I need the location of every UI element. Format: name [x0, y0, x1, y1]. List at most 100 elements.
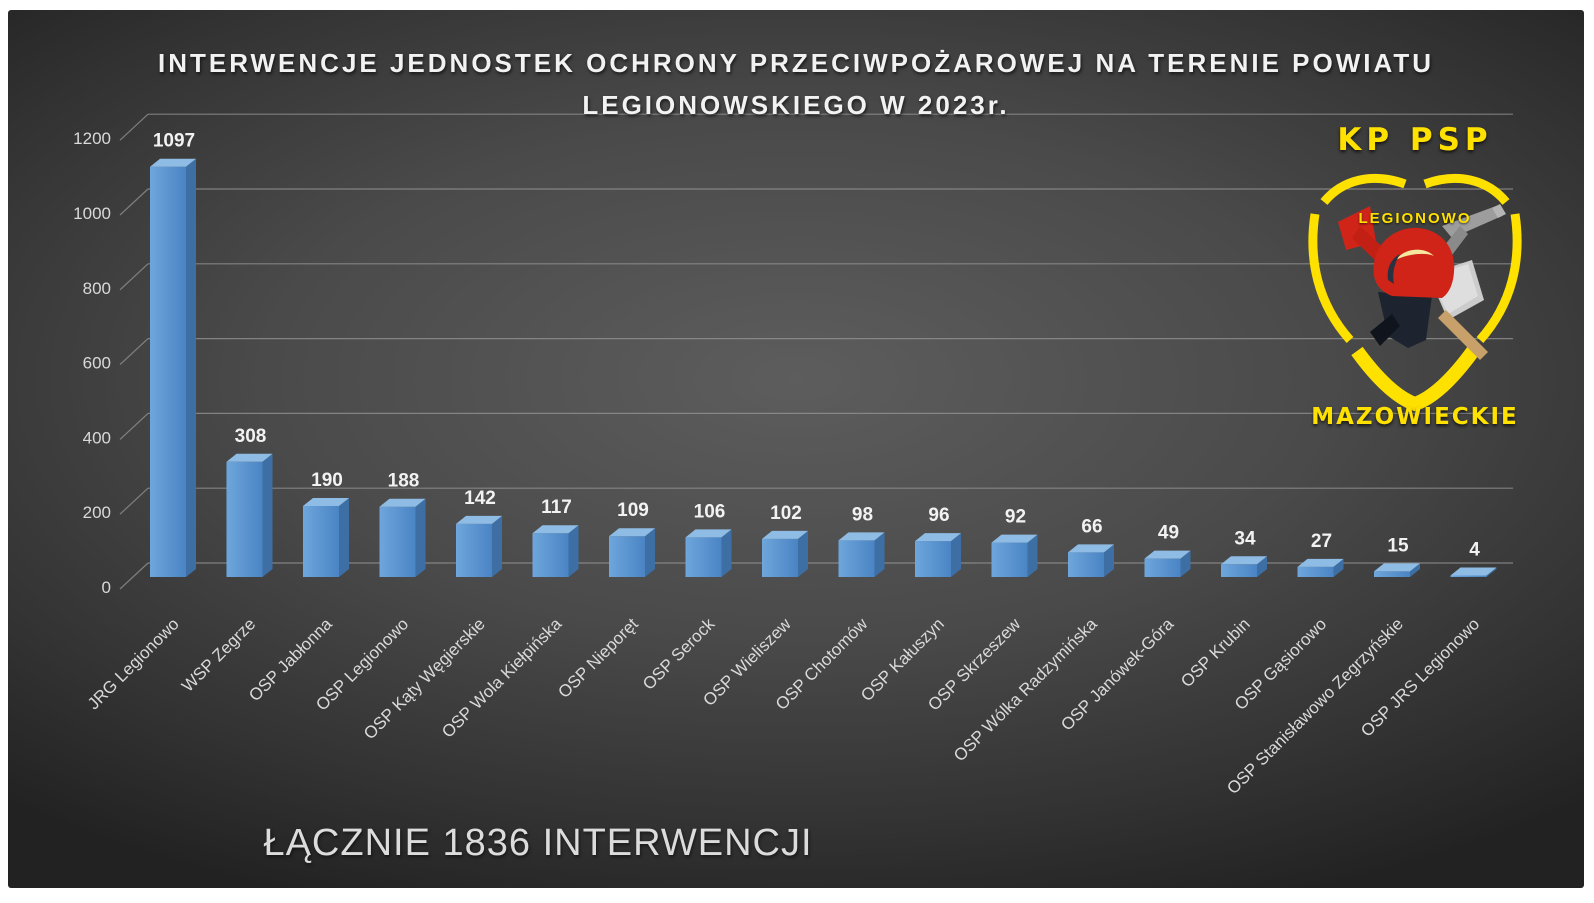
bar-value-label: 1097: [153, 131, 195, 152]
bar-value-label: 66: [1081, 516, 1102, 537]
y-tick-label: 600: [83, 354, 111, 373]
y-tick-label: 1200: [73, 129, 111, 148]
helmet-and-axes-emblem: [1338, 204, 1506, 360]
bar: [1374, 571, 1410, 577]
category-label: OSP Serock: [639, 614, 719, 694]
y-tick-label: 400: [83, 428, 111, 447]
logo-mazowieckie-label: MAZOWIECKIE: [1311, 404, 1519, 430]
bar-top-face: [379, 498, 426, 507]
bar: [685, 537, 722, 577]
chart-title-line2: LEGIONOWSKIEGO W 2023r.: [582, 90, 1010, 120]
bar-top-face: [838, 532, 885, 541]
bar-side-face: [645, 528, 655, 577]
y-tick-label: 0: [102, 578, 111, 597]
bar-side-face: [339, 497, 349, 577]
bar-top-face: [1297, 558, 1344, 567]
bar-chart: 0 200 400 600 800 1000 1200 1097 JRG Legionowo 30…: [73, 113, 1513, 798]
bar: [379, 506, 416, 577]
bar-side-face: [186, 158, 196, 578]
bar-side-face: [1027, 534, 1038, 577]
bar-top-face: [1068, 544, 1114, 553]
bar: [1297, 566, 1334, 577]
bar: [762, 538, 798, 577]
bar-side-face: [874, 532, 885, 577]
chart-title: INTERWENCJE JEDNOSTEK OCHRONY PRZECIWPOŻ…: [8, 42, 1584, 126]
bar: [532, 533, 569, 577]
bar-value-label: 106: [694, 501, 726, 522]
y-tick-label: 1000: [73, 204, 111, 223]
fire-brigade-shield-icon: [1308, 173, 1522, 412]
bar: [1144, 558, 1181, 577]
axis-tick-connector: [119, 263, 149, 291]
bar: [303, 505, 339, 577]
bar-value-label: 109: [617, 500, 649, 521]
bar-side-face: [951, 533, 961, 577]
bar-top-face: [685, 529, 732, 538]
bar-top-face: [303, 497, 349, 506]
bar-value-label: 4: [1469, 540, 1480, 561]
total-interventions-label: ŁĄCZNIE 1836 INTERWENCJI: [263, 822, 813, 864]
bar-value-label: 34: [1234, 528, 1256, 549]
bar: [991, 542, 1028, 577]
axis-tick-connector: [119, 562, 149, 590]
bar-top-face: [1374, 563, 1420, 572]
axis-tick-connector: [119, 188, 149, 216]
bar: [226, 461, 263, 577]
axis-tick-connector: [119, 113, 149, 141]
bar-side-face: [262, 453, 273, 577]
bar-side-face: [492, 515, 502, 577]
bar-value-label: 96: [928, 505, 949, 526]
bar-top-face: [1144, 550, 1191, 559]
bar-value-label: 308: [235, 426, 267, 447]
category-label: JRG Legionowo: [84, 614, 183, 713]
bar-value-label: 15: [1387, 535, 1409, 556]
bar-side-face: [1333, 558, 1344, 577]
bar-value-label: 49: [1158, 523, 1179, 544]
bar-side-face: [415, 498, 426, 577]
logo-legionowo-label: LEGIONOWO: [1358, 210, 1472, 227]
bar-value-label: 188: [388, 471, 420, 492]
bar-top-face: [1221, 556, 1267, 565]
bar-top-face: [1450, 567, 1497, 576]
bar-top-face: [532, 525, 579, 534]
logo-kp-psp-label: KP PSP: [1337, 122, 1493, 158]
bar-side-face: [1410, 563, 1420, 577]
category-label: OSP Nieporęt: [554, 614, 642, 702]
bar-top-face: [762, 530, 808, 539]
axis-tick-connector: [119, 487, 149, 515]
bar-side-face: [1180, 550, 1191, 577]
bar-top-face: [991, 534, 1038, 543]
bar: [915, 541, 951, 577]
slide-background: 0 200 400 600 800 1000 1200 1097 JRG Legionowo 30…: [8, 10, 1584, 888]
bar: [1068, 552, 1104, 577]
bar-side-face: [1104, 544, 1114, 577]
bar-value-label: 92: [1005, 507, 1026, 528]
bar-side-face: [1486, 567, 1497, 577]
bar-side-face: [798, 530, 808, 577]
bar-value-label: 98: [852, 504, 873, 525]
y-tick-label: 800: [83, 279, 111, 298]
bar-top-face: [150, 158, 196, 167]
bar-value-label: 102: [770, 503, 802, 524]
axis-tick-connector: [119, 338, 149, 366]
bar: [1221, 564, 1257, 577]
bar-side-face: [1257, 556, 1267, 577]
kp-psp-logo: KP PSP LEGIONOWO MAZOWIECKIE: [1290, 122, 1540, 442]
category-label: OSP Krubin: [1177, 614, 1254, 691]
category-label: OSP Wólka Radzymińska: [950, 614, 1101, 765]
bar: [838, 540, 875, 577]
bar: [609, 536, 645, 577]
bar-value-label: 190: [311, 470, 343, 491]
axis-tick-connector: [119, 412, 149, 440]
bar-value-label: 27: [1311, 531, 1332, 552]
bar-value-label: 142: [464, 488, 496, 509]
chart-title-line1: INTERWENCJE JEDNOSTEK OCHRONY PRZECIWPOŻ…: [157, 48, 1434, 78]
bar-side-face: [568, 525, 579, 577]
bar-top-face: [456, 515, 502, 524]
bar-value-label: 117: [541, 497, 572, 518]
bar: [1450, 575, 1487, 577]
category-label: WSP Zegrze: [178, 614, 259, 695]
bar-top-face: [609, 528, 655, 537]
bar-top-face: [226, 453, 273, 462]
y-tick-label: 200: [83, 503, 111, 522]
